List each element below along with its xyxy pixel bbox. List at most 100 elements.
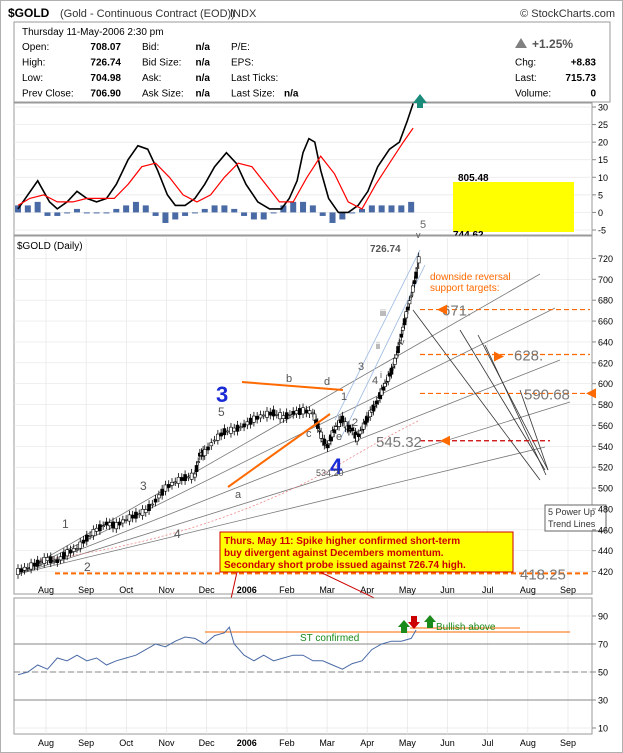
momentum-histogram — [15, 201, 415, 223]
quote-right-label: Volume: — [515, 89, 551, 100]
quote-cell: High: — [22, 58, 45, 69]
y-tick-label: 15 — [598, 155, 608, 165]
y-tick-label: 10 — [598, 173, 608, 183]
level-arrow-icon — [437, 304, 447, 315]
reversal-annotation-2: support targets: — [430, 283, 499, 294]
candle-body — [414, 271, 418, 279]
candle-body — [255, 415, 259, 420]
candle-body — [275, 414, 279, 416]
x-tick-label: Feb — [279, 738, 295, 748]
copyright-text: © StockCharts.com — [520, 8, 615, 20]
candle-body — [301, 407, 305, 415]
candle-body — [304, 409, 309, 414]
quote-cell: n/a — [284, 89, 299, 100]
candle-body — [29, 562, 33, 570]
candle-body — [401, 326, 405, 331]
wave-label-1-minor: 1 — [341, 391, 347, 403]
histogram-bar — [241, 212, 248, 216]
rsi-x-axis: Aug Sep Oct Nov Dec 2006 Feb Mar Apr May Jun Jul Aug… — [38, 738, 576, 748]
quote-cell: EPS: — [231, 58, 254, 69]
x-tick-label: Oct — [119, 585, 134, 595]
candle-body — [45, 557, 50, 561]
candle-body — [397, 342, 402, 344]
quote-cell: n/a — [196, 73, 211, 84]
candle-body — [212, 439, 217, 442]
y-tick-label: 5 — [598, 190, 603, 200]
candle-body — [297, 408, 302, 415]
rsi-panel-frame — [13, 597, 593, 735]
quote-cell: P/E: — [231, 42, 250, 53]
histogram-bar — [113, 208, 120, 213]
quote-cell: 704.98 — [90, 73, 121, 84]
wave-label-d: d — [324, 376, 330, 388]
histogram-bar — [44, 212, 51, 216]
momentum-y-axis: -5 0 5 10 15 20 25 30 — [592, 103, 608, 236]
quote-right-column: Chg: +8.83 Last: 715.73 Volume: 0 — [515, 58, 596, 100]
wave-label-2: 2 — [84, 560, 91, 574]
candle-body — [333, 426, 338, 431]
candle-body — [48, 556, 53, 564]
candle-body — [52, 560, 56, 562]
y-tick-label: 580 — [598, 400, 613, 410]
candle-body — [360, 429, 364, 431]
candle-body — [374, 400, 379, 405]
momentum-series-line — [17, 127, 414, 210]
y-tick-label: 10 — [598, 724, 608, 734]
candle-body — [317, 430, 322, 432]
candle-body — [394, 354, 399, 359]
up-triangle-icon — [515, 38, 527, 48]
x-tick-label: Sep — [560, 585, 576, 595]
candle-body — [319, 431, 323, 439]
candle-body — [232, 427, 237, 432]
green-up-arrow-icon-1 — [398, 620, 410, 633]
quote-cell: n/a — [196, 58, 211, 69]
candle-body — [117, 521, 122, 526]
candle-body — [16, 568, 20, 575]
candle-body — [216, 433, 220, 441]
histogram-bar — [201, 208, 208, 213]
candle-body — [381, 386, 386, 391]
y-tick-label: -5 — [598, 226, 606, 236]
y-tick-label: 520 — [598, 463, 613, 473]
candle-body — [396, 346, 400, 354]
quote-right-value: 0 — [590, 89, 596, 100]
candle-body — [81, 539, 86, 544]
red-down-arrow-icon — [408, 616, 420, 629]
quote-cell: Ask: — [142, 73, 161, 84]
y-tick-label: 0 — [598, 208, 603, 218]
histogram-bar — [211, 205, 218, 213]
wave-label-3-small: 3 — [140, 479, 147, 493]
x-tick-label: Dec — [199, 738, 216, 748]
candle-body — [111, 521, 115, 529]
candle-body — [166, 484, 171, 488]
level-arrow-icon — [586, 388, 596, 399]
x-tick-label: Jul — [482, 738, 494, 748]
orange-resistance-line — [241, 381, 344, 391]
candle-body — [163, 484, 168, 492]
momentum-lines — [17, 103, 414, 214]
candle-body — [347, 424, 351, 432]
histogram-bar — [398, 205, 405, 213]
candle-body — [389, 367, 394, 375]
x-tick-label: May — [399, 585, 417, 595]
candle-body — [183, 474, 187, 482]
candle-body — [245, 421, 250, 426]
y-tick-label: 600 — [598, 379, 613, 389]
x-tick-label: Oct — [119, 738, 134, 748]
candle-body — [194, 465, 199, 473]
y-tick-label: 90 — [598, 612, 608, 622]
x-tick-label: Sep — [560, 738, 576, 748]
candle-body — [98, 524, 102, 532]
histogram-bar — [152, 212, 159, 216]
quote-cell: Last Ticks: — [231, 73, 278, 84]
quote-table: Open: 708.07 Bid: n/a P/E: High: 726.74 Bid Siz… — [22, 42, 299, 100]
candle-body — [291, 411, 296, 415]
y-tick-label: 700 — [598, 275, 613, 285]
candle-body — [307, 410, 312, 415]
quote-cell: Open: — [22, 42, 49, 53]
candle-body — [238, 426, 243, 429]
candle-body — [42, 556, 47, 564]
y-tick-label: 440 — [598, 546, 613, 556]
candle-body — [157, 494, 161, 499]
